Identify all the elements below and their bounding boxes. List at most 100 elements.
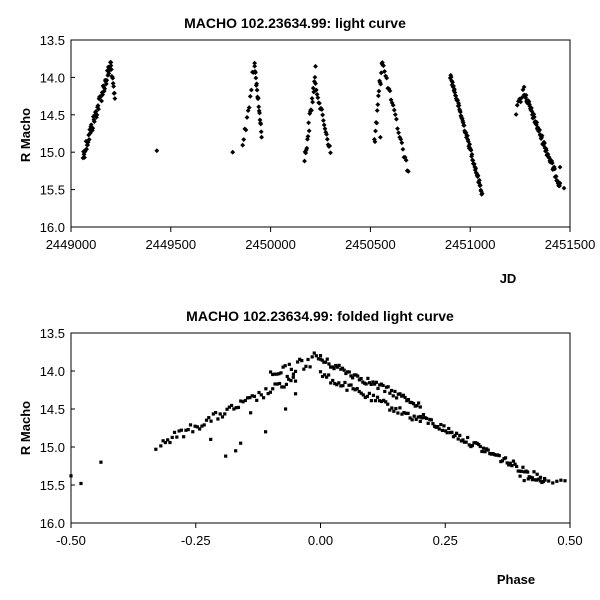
- data-point: [386, 402, 390, 406]
- data-point: [483, 450, 487, 454]
- data-point: [528, 105, 534, 111]
- data-point: [365, 394, 369, 399]
- data-point: [313, 63, 318, 69]
- data-point: [110, 80, 116, 86]
- data-point: [398, 136, 404, 142]
- data-point: [461, 438, 465, 442]
- data-point: [88, 122, 94, 128]
- data-point: [373, 128, 378, 134]
- data-point: [320, 118, 326, 123]
- data-point: [480, 449, 484, 454]
- data-point: [255, 95, 261, 101]
- data-point: [497, 454, 501, 458]
- x-tick-label: 0.50: [557, 533, 582, 548]
- data-point: [405, 168, 411, 174]
- data-point: [310, 85, 316, 91]
- x-tick-label: -0.25: [181, 533, 211, 548]
- data-point: [258, 121, 264, 127]
- data-point: [293, 392, 298, 396]
- data-point: [243, 398, 247, 403]
- data-point: [314, 354, 318, 358]
- data-point: [198, 427, 202, 431]
- data-point: [526, 470, 530, 474]
- data-point: [384, 75, 390, 81]
- data-point: [402, 154, 408, 160]
- data-point: [410, 418, 414, 422]
- data-point: [535, 472, 539, 476]
- data-point: [179, 428, 183, 432]
- data-point: [396, 411, 400, 415]
- data-point: [347, 370, 351, 374]
- data-point: [357, 389, 361, 394]
- y-tick-label: 13.5: [40, 33, 65, 48]
- data-point: [103, 81, 109, 87]
- data-point: [391, 107, 397, 113]
- data-point: [91, 119, 97, 124]
- data-point: [104, 68, 110, 74]
- data-point: [239, 399, 243, 403]
- data-point: [413, 404, 417, 408]
- data-point: [86, 132, 92, 138]
- data-point: [538, 475, 543, 479]
- data-point: [316, 357, 321, 361]
- data-point: [416, 415, 420, 419]
- data-point: [421, 413, 426, 417]
- data-point: [367, 381, 372, 385]
- data-point: [398, 392, 402, 396]
- data-point: [456, 437, 460, 441]
- data-point: [259, 393, 263, 397]
- data-point: [443, 429, 448, 433]
- data-point: [464, 133, 470, 139]
- y-tick-label: 16.0: [40, 516, 65, 531]
- data-point: [291, 372, 296, 376]
- data-point: [339, 367, 343, 371]
- data-point: [453, 433, 457, 438]
- data-point: [508, 461, 512, 465]
- data-point: [317, 100, 322, 106]
- data-point: [79, 481, 83, 486]
- data-point: [469, 152, 475, 157]
- data-point: [266, 392, 270, 396]
- data-point: [332, 366, 336, 371]
- data-point: [456, 103, 462, 108]
- data-point: [218, 412, 222, 416]
- data-point: [108, 59, 114, 65]
- data-point: [527, 103, 533, 109]
- data-point: [280, 385, 284, 389]
- data-point: [437, 427, 441, 431]
- data-point: [250, 394, 254, 398]
- data-point: [396, 130, 401, 136]
- data-point: [388, 97, 394, 103]
- data-point: [431, 422, 435, 426]
- data-point: [551, 481, 555, 485]
- data-point: [537, 127, 543, 133]
- data-point: [367, 391, 371, 395]
- data-point: [244, 115, 250, 120]
- data-point: [445, 431, 449, 435]
- data-point: [337, 363, 341, 367]
- data-point: [354, 373, 358, 377]
- data-point: [468, 147, 474, 153]
- data-point: [170, 435, 174, 439]
- data-point: [563, 479, 567, 483]
- data-point: [375, 102, 381, 107]
- data-point: [269, 370, 273, 374]
- data-point: [450, 430, 454, 434]
- x-axis-label: JD: [500, 271, 517, 286]
- data-point: [479, 191, 485, 196]
- chart-title: MACHO 102.23634.99: folded light curve: [186, 308, 454, 324]
- data-point: [268, 390, 273, 394]
- data-point: [547, 479, 551, 483]
- data-point: [467, 141, 473, 147]
- data-point: [363, 395, 367, 400]
- data-point: [374, 108, 380, 113]
- data-point: [318, 357, 323, 361]
- data-points: [80, 59, 567, 197]
- data-point: [90, 114, 96, 120]
- data-point: [408, 400, 412, 404]
- data-point: [355, 386, 359, 391]
- data-point: [324, 136, 330, 142]
- data-point: [234, 406, 238, 410]
- y-axis-label: R Macho: [18, 108, 33, 162]
- data-point: [309, 108, 314, 113]
